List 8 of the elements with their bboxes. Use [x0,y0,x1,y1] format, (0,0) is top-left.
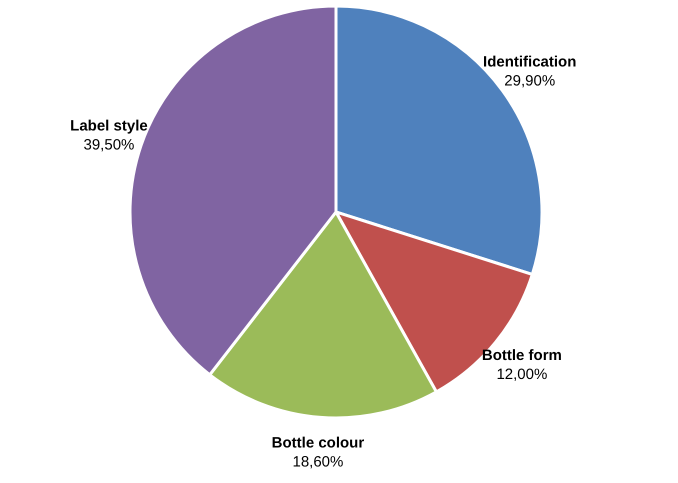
slice-label: Bottle form [482,346,562,364]
slice-label: Label style [70,117,148,134]
slice-label: Bottle colour [272,434,364,452]
data-label: 39,50% [84,136,134,154]
data-label: 29,90% [504,72,556,90]
slice-label: Identification [483,53,576,70]
data-label: 12,00% [496,366,548,383]
data-label: 18,60% [292,453,344,470]
